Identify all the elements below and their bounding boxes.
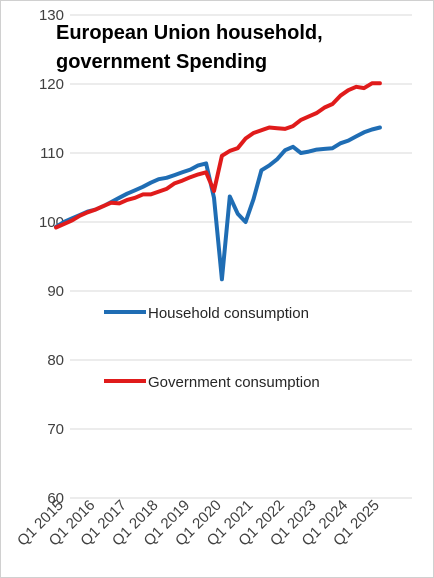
legend: Household consumption Government consump… — [104, 305, 320, 391]
y-tick-label-110: 110 — [40, 145, 64, 162]
y-tick-label-90: 90 — [47, 283, 64, 300]
series-line-government — [54, 81, 382, 230]
y-tick-label-130: 130 — [39, 7, 64, 24]
y-tick-label-70: 70 — [47, 421, 64, 438]
gridlines — [70, 14, 412, 499]
y-tick-label-120: 120 — [39, 76, 64, 93]
chart-title: European Union household, government Spe… — [56, 22, 323, 73]
chart-title-line-1: European Union household, — [56, 22, 323, 44]
legend-label-government: Government consumption — [148, 374, 320, 391]
chart-title-line-2: government Spending — [56, 51, 267, 73]
legend-label-household: Household consumption — [148, 305, 309, 322]
series-line-household — [54, 125, 382, 282]
series-lines — [54, 81, 382, 282]
y-tick-label-80: 80 — [47, 352, 64, 369]
y-tick-label-60: 60 — [47, 490, 64, 507]
